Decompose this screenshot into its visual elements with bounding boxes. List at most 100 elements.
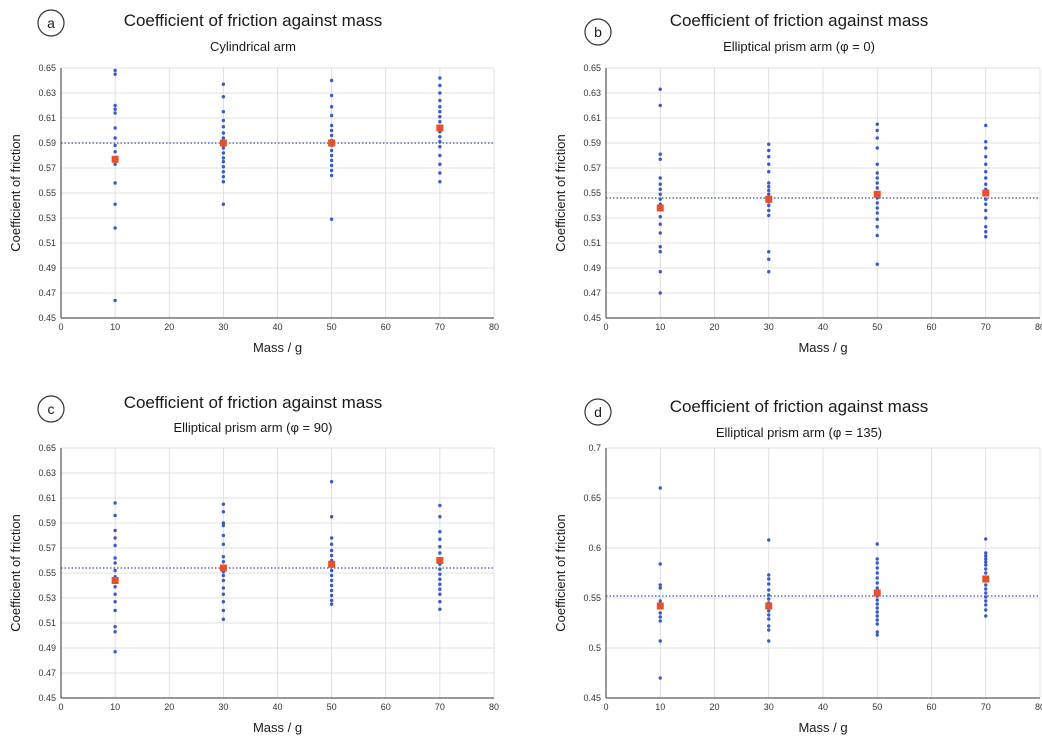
data-point xyxy=(984,571,988,575)
data-point xyxy=(438,503,442,508)
data-point xyxy=(767,609,771,613)
y-tick-label: 0.45 xyxy=(583,313,601,323)
mean-marker xyxy=(219,564,227,572)
data-point xyxy=(113,501,117,505)
data-point xyxy=(221,118,226,123)
data-point xyxy=(329,113,334,118)
data-point xyxy=(984,176,988,180)
data-point xyxy=(329,78,334,83)
data-point xyxy=(984,216,988,220)
panel-label-badge: d xyxy=(584,398,612,426)
data-point xyxy=(984,197,988,201)
data-point xyxy=(113,600,117,604)
mean-marker xyxy=(328,139,336,147)
data-point xyxy=(875,162,879,166)
data-point xyxy=(984,123,988,128)
data-point xyxy=(113,630,117,634)
mean-marker xyxy=(436,124,444,132)
panel-label-badge: c xyxy=(37,395,65,423)
y-tick-label: 0.61 xyxy=(583,113,601,123)
x-tick-label: 10 xyxy=(655,322,665,332)
x-axis-label: Mass / g xyxy=(253,720,302,735)
mean-marker xyxy=(982,575,990,583)
data-point xyxy=(113,625,117,629)
x-tick-label: 40 xyxy=(272,702,282,712)
x-tick-label: 30 xyxy=(218,702,228,712)
data-point xyxy=(329,583,334,588)
data-point xyxy=(221,136,226,140)
y-tick-label: 0.51 xyxy=(38,238,56,248)
data-point xyxy=(767,170,771,174)
data-point xyxy=(329,602,334,606)
data-point xyxy=(113,111,117,115)
data-point xyxy=(221,180,226,184)
data-point xyxy=(875,581,879,585)
data-point xyxy=(329,578,334,583)
chart-panel-b: b Coefficient of friction against mass Ell… xyxy=(553,11,1042,355)
data-point xyxy=(438,545,442,549)
data-point xyxy=(767,624,771,628)
data-point xyxy=(875,633,879,637)
data-point xyxy=(438,180,442,184)
data-point xyxy=(984,162,988,166)
data-point xyxy=(329,148,334,153)
data-point xyxy=(658,222,662,226)
mean-marker xyxy=(765,602,773,610)
data-point xyxy=(658,197,662,201)
data-point xyxy=(113,592,117,596)
data-point xyxy=(221,151,226,155)
data-point xyxy=(438,572,442,576)
data-point xyxy=(113,226,117,230)
data-point xyxy=(984,563,988,567)
panel-label-circle xyxy=(584,18,612,46)
data-point xyxy=(113,72,117,76)
data-point xyxy=(329,480,334,484)
data-point xyxy=(329,153,334,158)
data-point xyxy=(438,162,442,166)
data-point xyxy=(658,182,662,186)
data-point xyxy=(329,93,334,98)
data-point xyxy=(221,573,226,578)
data-point xyxy=(984,554,988,558)
data-point xyxy=(984,140,988,144)
data-point xyxy=(113,528,117,533)
x-tick-label: 50 xyxy=(872,322,882,332)
y-tick-label: 0.65 xyxy=(38,443,56,453)
mean-marker xyxy=(656,204,664,212)
data-point xyxy=(767,270,771,274)
x-tick-label: 60 xyxy=(926,702,936,712)
data-point xyxy=(113,150,117,154)
data-point xyxy=(113,585,117,589)
data-point xyxy=(984,537,988,541)
panel-label-circle xyxy=(37,9,65,37)
y-tick-label: 0.65 xyxy=(583,493,601,503)
data-point xyxy=(767,155,771,159)
data-point xyxy=(658,562,662,566)
x-tick-label: 30 xyxy=(218,322,228,332)
x-tick-label: 40 xyxy=(818,322,828,332)
data-point xyxy=(113,536,117,540)
data-point xyxy=(113,126,117,130)
data-point xyxy=(875,561,879,565)
mean-marker xyxy=(111,577,119,584)
data-point xyxy=(329,598,334,603)
data-point xyxy=(767,181,771,185)
data-point xyxy=(658,586,662,590)
mean-marker xyxy=(873,589,881,597)
data-point xyxy=(984,208,988,213)
y-tick-label: 0.49 xyxy=(38,643,56,653)
data-point xyxy=(329,588,334,593)
mean-marker xyxy=(873,190,881,198)
data-point xyxy=(329,536,334,540)
data-point xyxy=(767,203,771,208)
data-point xyxy=(438,153,442,158)
data-point xyxy=(438,587,442,591)
data-point xyxy=(113,543,117,548)
data-point xyxy=(438,530,442,534)
data-point xyxy=(875,576,879,580)
panel-label-text: c xyxy=(48,401,55,417)
data-point xyxy=(221,510,226,514)
data-point xyxy=(221,555,226,559)
data-point xyxy=(984,551,988,555)
data-point xyxy=(221,125,226,129)
